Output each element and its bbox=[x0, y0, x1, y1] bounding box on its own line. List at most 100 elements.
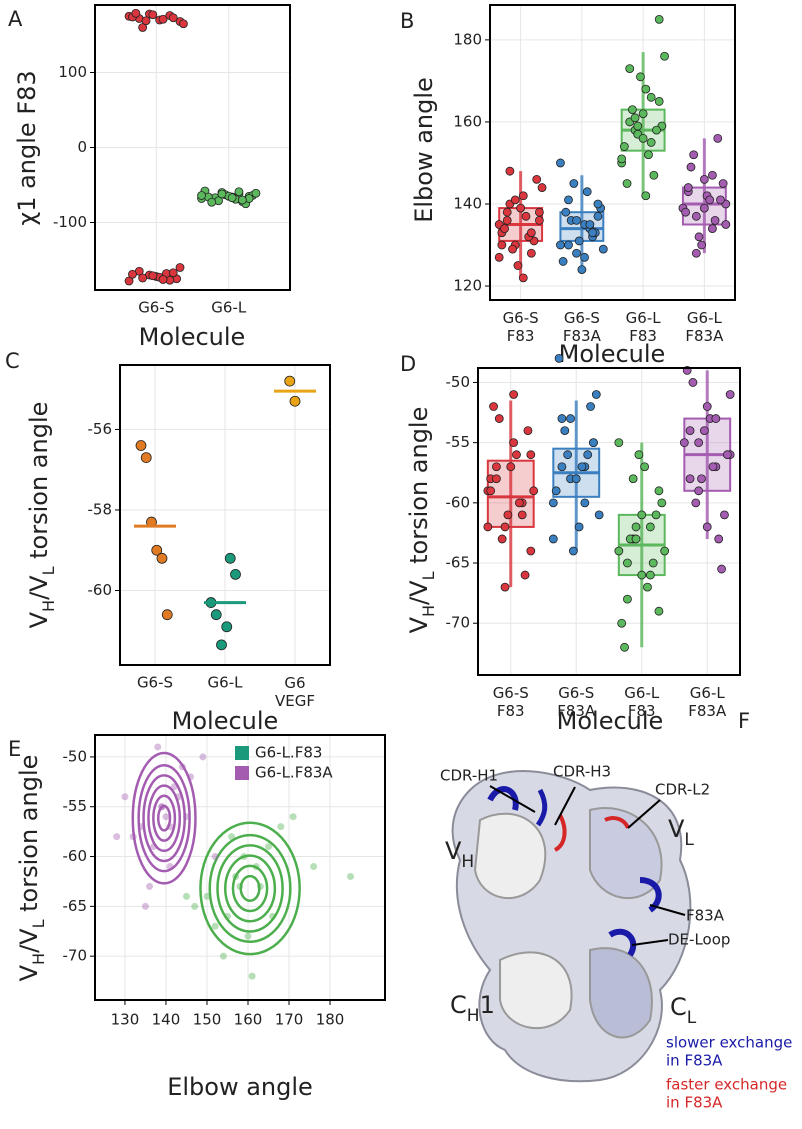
point bbox=[168, 268, 178, 278]
point bbox=[140, 452, 152, 464]
point bbox=[711, 414, 721, 423]
label-part: L bbox=[687, 1008, 697, 1028]
point bbox=[660, 546, 670, 556]
point bbox=[566, 414, 575, 423]
point bbox=[503, 510, 513, 520]
x-tick-label: 170 bbox=[275, 1011, 304, 1029]
point bbox=[622, 179, 632, 188]
region-label: F83A bbox=[686, 907, 725, 925]
point bbox=[161, 609, 173, 621]
point bbox=[654, 486, 664, 496]
y-tick-label: 140 bbox=[453, 194, 482, 212]
point bbox=[713, 133, 723, 143]
point bbox=[636, 72, 645, 82]
y-tick-label: -50 bbox=[63, 747, 88, 765]
point bbox=[685, 474, 695, 484]
point bbox=[620, 642, 629, 652]
point bbox=[630, 113, 640, 123]
point bbox=[686, 162, 696, 172]
point bbox=[688, 378, 698, 387]
slower-region bbox=[535, 788, 548, 827]
point bbox=[148, 10, 158, 20]
label-part: torsion angle bbox=[25, 402, 53, 567]
point bbox=[694, 486, 704, 496]
density-contour bbox=[137, 763, 191, 873]
point bbox=[561, 207, 571, 217]
y-tick-label: 120 bbox=[453, 277, 482, 295]
point bbox=[532, 174, 542, 184]
point bbox=[265, 843, 273, 851]
x-tick-label: 150 bbox=[193, 1011, 222, 1029]
label-part: H bbox=[461, 852, 474, 872]
point bbox=[534, 207, 544, 217]
point bbox=[113, 833, 121, 841]
point bbox=[502, 216, 512, 225]
x-tick-label: 140 bbox=[152, 1011, 181, 1029]
x-tick-label: G6-S F83A bbox=[563, 309, 602, 345]
point bbox=[182, 892, 190, 900]
x-axis-label: Molecule bbox=[139, 323, 246, 351]
point bbox=[199, 753, 207, 761]
panel-label: E bbox=[8, 737, 21, 761]
point bbox=[722, 450, 732, 460]
slower-region bbox=[608, 928, 637, 957]
point bbox=[717, 564, 726, 574]
point bbox=[197, 191, 206, 200]
point bbox=[537, 183, 547, 192]
label-part: C bbox=[450, 991, 467, 1019]
point bbox=[494, 414, 504, 423]
point bbox=[191, 902, 199, 910]
point bbox=[697, 474, 706, 484]
point bbox=[556, 240, 565, 250]
label-part: 1 bbox=[480, 991, 495, 1019]
point bbox=[277, 823, 285, 831]
plot-frame bbox=[94, 4, 291, 291]
point bbox=[716, 195, 725, 205]
label-part: H bbox=[419, 605, 438, 617]
point bbox=[725, 390, 735, 399]
y-tick-label: -70 bbox=[63, 947, 88, 965]
point bbox=[211, 922, 219, 930]
point bbox=[216, 639, 227, 651]
label-line: F83A bbox=[688, 702, 727, 720]
point bbox=[518, 273, 528, 283]
point bbox=[648, 558, 658, 568]
point bbox=[617, 618, 627, 628]
label-line: G6-S bbox=[564, 309, 600, 327]
point bbox=[699, 426, 709, 436]
point bbox=[151, 544, 163, 556]
label-line: G6-L bbox=[624, 684, 660, 702]
point bbox=[652, 125, 661, 135]
panel-label: B bbox=[400, 9, 414, 33]
point bbox=[548, 498, 558, 508]
y-axis-label: VH/VL torsion angle bbox=[25, 402, 58, 629]
point bbox=[526, 450, 536, 460]
x-tick-label: 180 bbox=[316, 1011, 345, 1029]
ch1-domain bbox=[499, 951, 573, 1029]
panel-label: F bbox=[738, 709, 750, 733]
label-line: F83A bbox=[685, 327, 724, 345]
x-tick-label: 130 bbox=[111, 1011, 140, 1029]
point bbox=[638, 133, 648, 143]
density-contour bbox=[147, 784, 182, 853]
x-axis-label: Elbow angle bbox=[167, 1073, 313, 1101]
region-label: CDR-H3 bbox=[553, 763, 611, 781]
point bbox=[211, 853, 219, 861]
legend-swatch bbox=[235, 746, 249, 760]
point bbox=[557, 414, 567, 423]
point bbox=[631, 522, 641, 532]
x-tick-label: G6-S F83 bbox=[503, 309, 539, 345]
point bbox=[580, 498, 590, 508]
point bbox=[679, 438, 689, 448]
key-label: faster exchange bbox=[666, 1076, 787, 1094]
plot-frame bbox=[489, 4, 736, 301]
label-part: V bbox=[405, 616, 433, 633]
y-tick-label: 0 bbox=[77, 138, 87, 156]
x-tick-label: 160 bbox=[234, 1011, 263, 1029]
point bbox=[513, 261, 523, 270]
label-line: G6-L bbox=[687, 309, 723, 327]
point bbox=[657, 498, 667, 508]
point bbox=[569, 179, 579, 188]
point bbox=[523, 426, 533, 436]
key-label: in F83A bbox=[666, 1052, 723, 1070]
